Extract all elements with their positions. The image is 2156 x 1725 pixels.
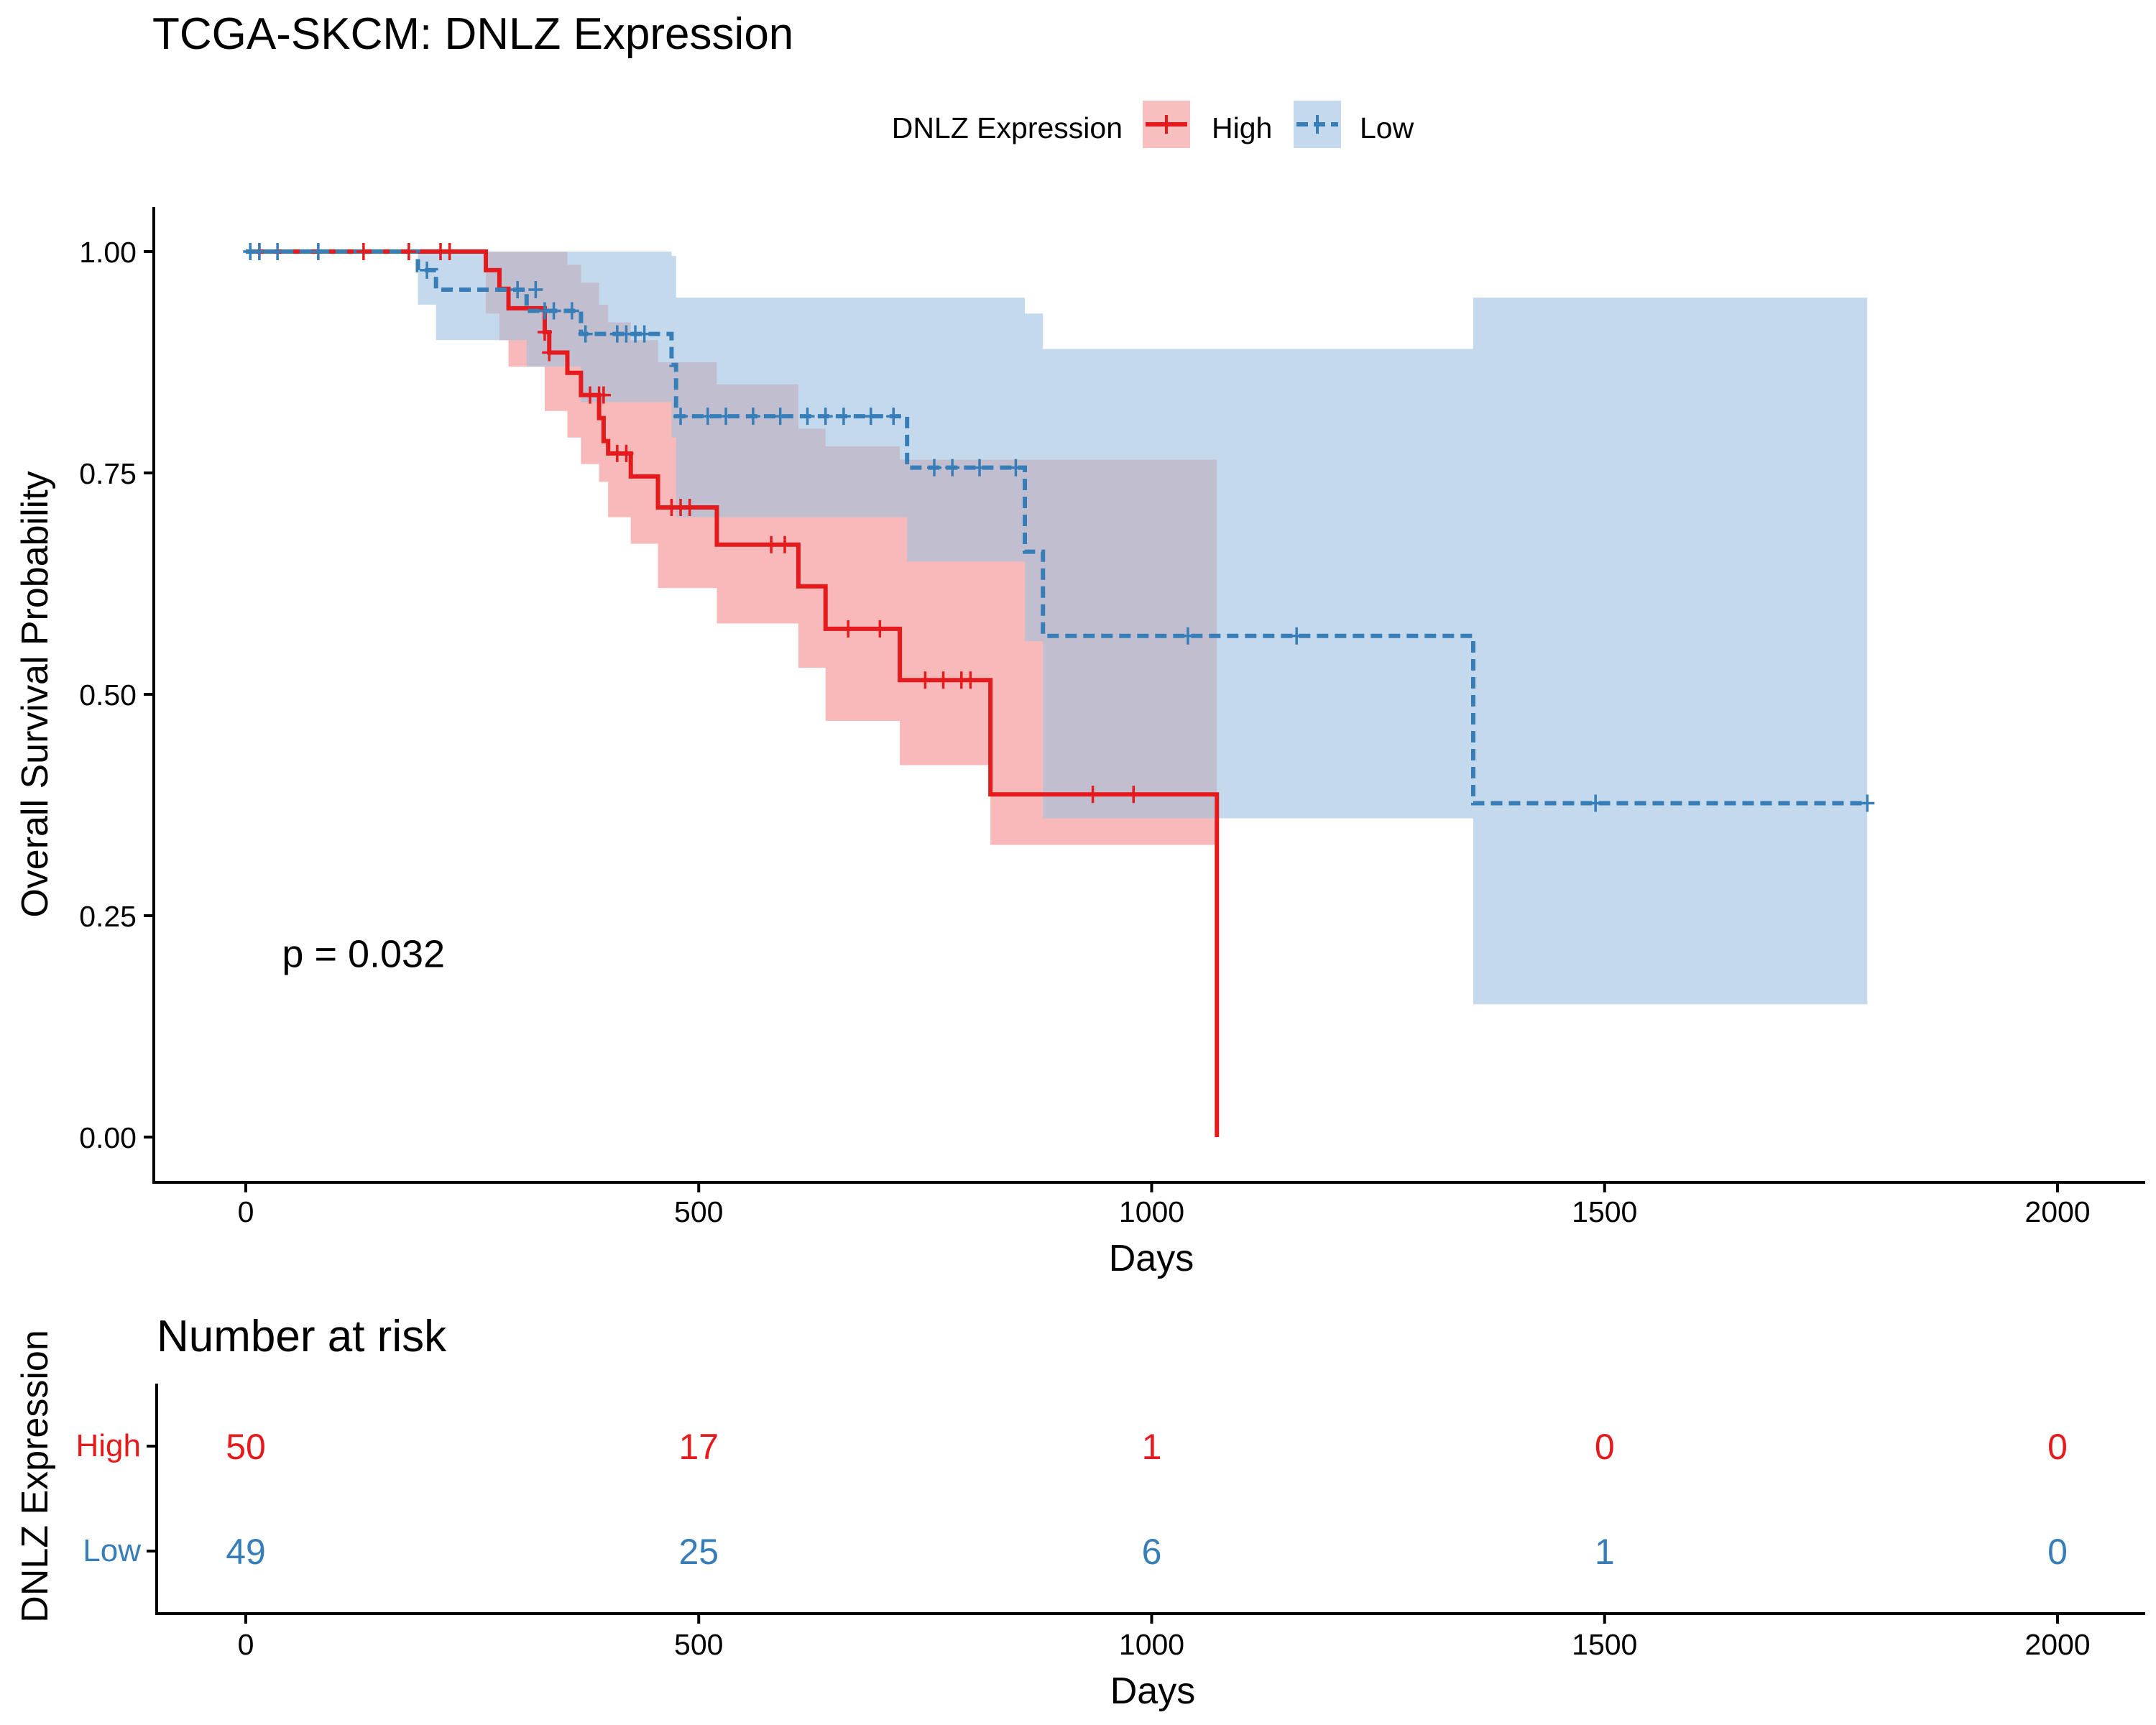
censor-mark-low bbox=[546, 302, 561, 320]
censor-mark-low bbox=[637, 325, 652, 343]
legend-label-low: Low bbox=[1360, 111, 1414, 144]
censor-mark-high bbox=[963, 671, 978, 689]
censor-mark-low bbox=[578, 325, 593, 343]
censor-mark-high bbox=[442, 243, 457, 260]
y-tick-label: 0.50 bbox=[79, 678, 137, 712]
censor-mark-low bbox=[818, 408, 833, 426]
risk-row-label-low: Low bbox=[83, 1533, 141, 1568]
x-tick-label: 1000 bbox=[1119, 1195, 1184, 1228]
risk-table: Number at risk High 50 17 1 0 0 Low 49 25 6 1 0 0 50… bbox=[14, 1312, 2145, 1712]
censor-mark-low bbox=[420, 261, 435, 279]
censor-mark-low bbox=[1588, 794, 1603, 812]
censor-mark-high bbox=[401, 243, 416, 260]
y-tick-label: 0.25 bbox=[79, 900, 137, 933]
risk-table-title: Number at risk bbox=[157, 1312, 447, 1361]
censor-mark-low bbox=[972, 459, 987, 477]
legend-key-low bbox=[1294, 101, 1341, 148]
censor-mark-low bbox=[1860, 794, 1875, 812]
confidence-band-low bbox=[246, 252, 1868, 1005]
main-plot: 0.00 0.25 0.50 0.75 1.00 0 500 1000 1500 2000 Da… bbox=[14, 207, 2145, 1279]
risk-x-tick-label: 1000 bbox=[1119, 1628, 1184, 1661]
censor-mark-high bbox=[356, 243, 371, 260]
censor-mark-high bbox=[778, 535, 792, 553]
p-value-label: p = 0.032 bbox=[282, 933, 445, 976]
risk-y-axis-title: DNLZ Expression bbox=[14, 1330, 56, 1622]
censor-marks bbox=[243, 243, 1875, 812]
survival-curve-low bbox=[246, 249, 1868, 806]
censor-mark-high bbox=[936, 671, 951, 689]
survival-curves bbox=[246, 249, 1868, 1137]
censor-mark-low bbox=[863, 408, 878, 426]
confidence-band-high bbox=[246, 252, 1217, 960]
risk-x-axis-title: Days bbox=[1110, 1670, 1195, 1712]
censor-mark-low bbox=[773, 408, 788, 426]
censor-mark-high bbox=[542, 344, 557, 362]
risk-count-high: 0 bbox=[1595, 1427, 1615, 1467]
risk-table-rows: High 50 17 1 0 0 Low 49 25 6 1 0 bbox=[76, 1427, 2068, 1572]
legend-title: DNLZ Expression bbox=[892, 111, 1123, 144]
risk-count-low: 49 bbox=[226, 1532, 266, 1572]
risk-x-tick-label: 500 bbox=[674, 1628, 723, 1661]
censor-mark-low bbox=[252, 243, 267, 260]
risk-x-tick-label: 1500 bbox=[1572, 1628, 1637, 1661]
risk-x-tick-label: 2000 bbox=[2024, 1628, 2090, 1661]
censor-mark-low bbox=[510, 280, 525, 298]
censor-mark-low bbox=[310, 243, 326, 260]
censor-mark-high bbox=[596, 386, 611, 404]
censor-mark-low bbox=[719, 408, 734, 426]
risk-count-low: 6 bbox=[1142, 1532, 1162, 1572]
risk-count-high: 17 bbox=[678, 1427, 719, 1467]
censor-mark-low bbox=[1008, 459, 1023, 477]
risk-count-low: 0 bbox=[2047, 1532, 2068, 1572]
censor-mark-low bbox=[745, 408, 760, 426]
censor-mark-low bbox=[564, 302, 579, 320]
x-tick-label: 1500 bbox=[1572, 1195, 1637, 1228]
censor-mark-low bbox=[270, 243, 285, 260]
x-tick-label: 2000 bbox=[2024, 1195, 2090, 1228]
chart-title: TCGA-SKCM: DNLZ Expression bbox=[152, 9, 793, 59]
y-tick-label: 0.75 bbox=[79, 457, 137, 490]
censor-mark-high bbox=[682, 499, 697, 517]
risk-row-label-high: High bbox=[76, 1428, 142, 1463]
risk-count-high: 0 bbox=[2047, 1427, 2068, 1467]
censor-mark-low bbox=[1180, 627, 1195, 645]
survival-curve-high bbox=[246, 249, 1220, 1137]
x-axis-title: Days bbox=[1109, 1238, 1194, 1279]
censor-mark-high bbox=[1126, 786, 1141, 804]
censor-mark-low bbox=[836, 408, 851, 426]
risk-count-high: 1 bbox=[1142, 1427, 1162, 1467]
risk-count-low: 25 bbox=[678, 1532, 719, 1572]
censor-mark-high bbox=[841, 620, 856, 638]
censor-mark-low bbox=[926, 459, 941, 477]
censor-mark-low bbox=[800, 408, 815, 426]
censor-mark-low bbox=[945, 459, 960, 477]
censor-mark-high bbox=[619, 444, 634, 462]
censor-mark-low bbox=[528, 280, 543, 298]
censor-mark-high bbox=[872, 620, 888, 638]
x-tick-label: 500 bbox=[674, 1195, 723, 1228]
y-axis-ticks: 0.00 0.25 0.50 0.75 1.00 bbox=[79, 236, 154, 1154]
censor-mark-high bbox=[1085, 786, 1100, 804]
legend-label-high: High bbox=[1212, 111, 1272, 144]
censor-mark-high bbox=[918, 671, 933, 689]
legend: DNLZ Expression High Low bbox=[892, 101, 1414, 148]
risk-count-low: 1 bbox=[1595, 1532, 1615, 1572]
censor-mark-low bbox=[673, 408, 688, 426]
censor-mark-high bbox=[764, 535, 779, 553]
censor-mark-low bbox=[700, 408, 715, 426]
risk-x-axis-ticks: 0 500 1000 1500 2000 bbox=[238, 1614, 2091, 1661]
risk-x-tick-label: 0 bbox=[238, 1628, 254, 1661]
censor-mark-low bbox=[886, 408, 901, 426]
censor-mark-high bbox=[537, 323, 552, 341]
x-axis-ticks: 0 500 1000 1500 2000 bbox=[238, 1182, 2091, 1228]
y-axis-title: Overall Survival Probability bbox=[14, 471, 56, 917]
x-tick-label: 0 bbox=[238, 1195, 254, 1228]
y-tick-label: 0.00 bbox=[79, 1121, 137, 1154]
censor-mark-low bbox=[1289, 627, 1304, 645]
confidence-bands bbox=[246, 252, 1868, 1005]
legend-key-high bbox=[1143, 101, 1190, 148]
y-tick-label: 1.00 bbox=[79, 236, 137, 269]
risk-count-high: 50 bbox=[226, 1427, 266, 1467]
